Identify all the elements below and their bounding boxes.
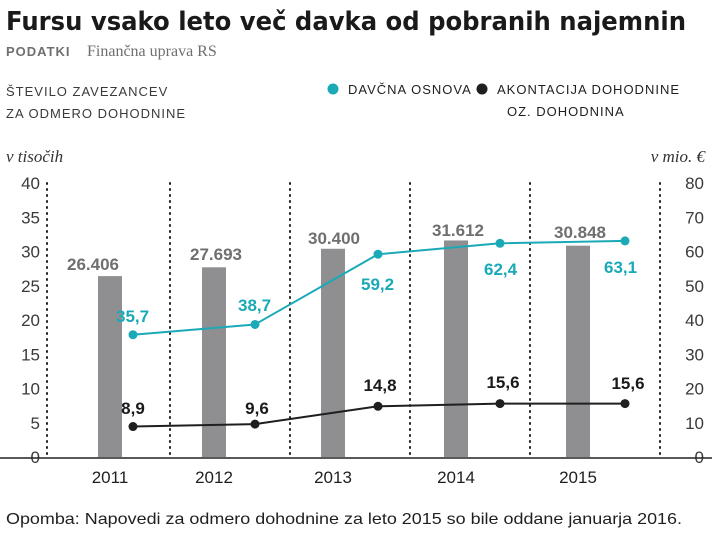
right-tick-label: 70 xyxy=(685,208,704,227)
left-tick-label: 30 xyxy=(21,243,40,262)
line-value-label: 8,9 xyxy=(121,399,145,418)
footnote: Opomba: Napovedi za odmero dohodnine za … xyxy=(6,511,682,528)
left-tick-label: 40 xyxy=(21,174,40,193)
right-tick-label: 30 xyxy=(685,345,704,364)
legend-label: DAVČNA OSNOVA xyxy=(348,82,472,97)
line-value-label: 14,8 xyxy=(363,376,396,395)
right-tick-label: 40 xyxy=(685,311,704,330)
chart-title: Fursu vsako leto več davka od pobranih n… xyxy=(6,7,686,37)
line-point xyxy=(373,401,383,411)
legend-marker xyxy=(476,83,488,95)
bar-value-label: 30.848 xyxy=(554,223,606,242)
x-tick-label: 2012 xyxy=(195,468,233,487)
right-tick-label: 80 xyxy=(685,174,704,193)
left-tick-label: 5 xyxy=(31,414,40,433)
legend-marker xyxy=(327,83,339,95)
line-point xyxy=(620,236,630,246)
bar-value-label: 31.612 xyxy=(432,221,484,240)
line-point xyxy=(128,330,138,340)
bar-2011 xyxy=(98,276,122,457)
bar-value-label: 27.693 xyxy=(190,245,242,264)
line-value-label: 59,2 xyxy=(361,275,394,294)
left-tick-label: 35 xyxy=(21,208,40,227)
x-tick-label: 2013 xyxy=(314,468,352,487)
x-tick-label: 2011 xyxy=(92,468,129,487)
x-tick-label: 2015 xyxy=(559,468,597,487)
bar-value-label: 26.406 xyxy=(67,255,119,274)
legend-label: OZ. DOHODNINA xyxy=(507,104,625,119)
line-point xyxy=(495,238,505,248)
line-value-label: 38,7 xyxy=(238,296,271,315)
left-tick-label: 10 xyxy=(21,380,40,399)
right-tick-label: 50 xyxy=(685,277,704,296)
left-tick-label: 25 xyxy=(21,277,40,296)
bar-2014 xyxy=(444,240,468,457)
line-value-label: 9,6 xyxy=(245,399,269,418)
left-tick-label: 15 xyxy=(21,345,40,364)
line-point xyxy=(620,399,630,409)
line-point xyxy=(128,422,138,432)
left-axis-title-line: ŠTEVILO ZAVEZANCEV xyxy=(6,84,168,99)
left-axis-title-line: ZA ODMERO DOHODNINE xyxy=(6,106,186,121)
line-value-label: 63,1 xyxy=(604,258,637,277)
right-tick-label: 10 xyxy=(685,414,704,433)
right-unit-label: v mio. € xyxy=(651,147,707,166)
line-value-label: 15,6 xyxy=(611,374,644,393)
line-value-label: 62,4 xyxy=(484,260,518,279)
right-tick-label: 20 xyxy=(685,380,704,399)
source-name: Finančna uprava RS xyxy=(87,43,217,60)
x-tick-label: 2014 xyxy=(437,468,475,487)
bar-2015 xyxy=(566,245,590,457)
legend-label: AKONTACIJA DOHODNINE xyxy=(497,82,680,97)
bar-value-label: 30.400 xyxy=(308,229,360,248)
line-point xyxy=(495,399,505,409)
line-value-label: 15,6 xyxy=(486,373,519,392)
line-point xyxy=(373,249,383,259)
bar-2012 xyxy=(202,267,226,457)
source-kicker: PODATKI xyxy=(6,44,71,59)
line-point xyxy=(250,419,260,429)
right-tick-label: 60 xyxy=(685,243,704,262)
left-unit-label: v tisočih xyxy=(6,147,63,166)
line-point xyxy=(250,319,260,329)
line-value-label: 35,7 xyxy=(116,307,149,326)
left-tick-label: 20 xyxy=(21,311,40,330)
